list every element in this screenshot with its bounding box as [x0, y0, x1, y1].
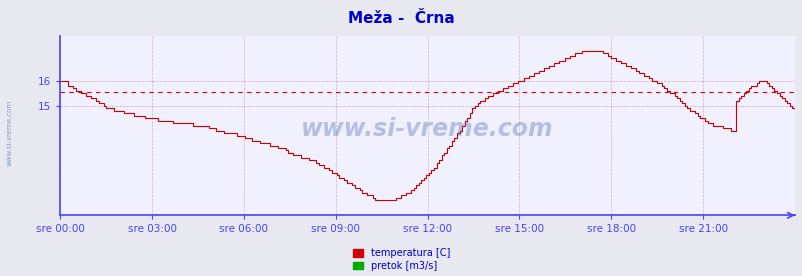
Text: Meža -  Črna: Meža - Črna	[348, 11, 454, 26]
Text: www.si-vreme.com: www.si-vreme.com	[6, 99, 13, 166]
Text: www.si-vreme.com: www.si-vreme.com	[301, 117, 553, 141]
Legend: temperatura [C], pretok [m3/s]: temperatura [C], pretok [m3/s]	[353, 248, 449, 271]
